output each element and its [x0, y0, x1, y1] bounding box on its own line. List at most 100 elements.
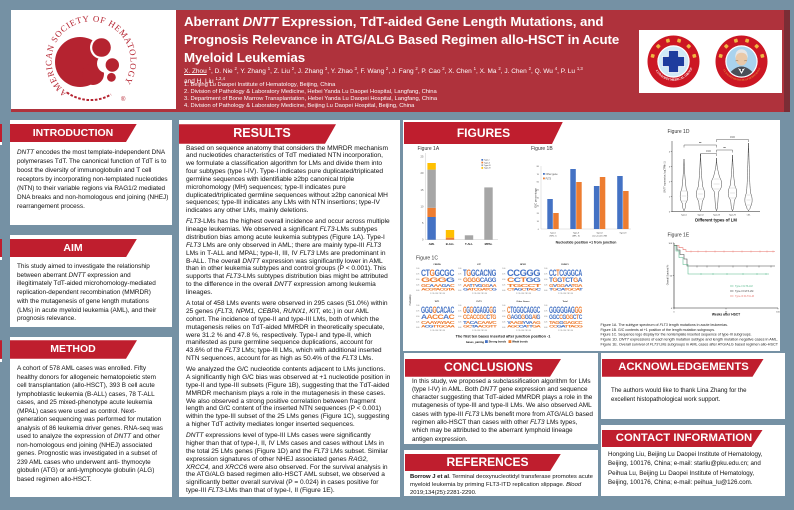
- svg-text:0.50: 0.50: [502, 279, 505, 281]
- svg-text:GGGGGAGGG: GGGGGAGGG: [549, 305, 582, 316]
- svg-text:Type-III: Type-III: [484, 165, 491, 167]
- svg-text:GCAAAGAC: GCAAAGAC: [421, 283, 456, 288]
- svg-text:CCGGG: CCGGG: [507, 268, 540, 279]
- svg-text:0.25: 0.25: [544, 285, 547, 287]
- svg-text:RUNX1: RUNX1: [561, 264, 569, 266]
- svg-text:70: 70: [537, 174, 540, 176]
- svg-text:1 2 3 4 5 6 7 8 9 10: 1 2 3 4 5 6 7 8 9 10: [558, 293, 573, 295]
- svg-text:0: 0: [538, 229, 540, 231]
- svg-text:1 2 3 4 5 6 7 8 9 10: 1 2 3 4 5 6 7 8 9 10: [558, 330, 573, 332]
- svg-text:CCACCGCCTG: CCACCGCCTG: [463, 314, 496, 321]
- svg-text:Probability: Probability: [409, 294, 412, 306]
- svg-text:0.50: 0.50: [458, 279, 461, 281]
- svg-text:0.25: 0.25: [502, 322, 505, 324]
- svg-text:Figure 1A: Figure 1A: [418, 146, 440, 152]
- svg-text:Weak bonds: Weak bonds: [512, 340, 528, 344]
- svg-text:FLT3: FLT3: [546, 177, 552, 180]
- svg-text:1.00: 1.00: [502, 305, 505, 307]
- svg-text:**: **: [699, 141, 702, 145]
- svg-text:Type-II: Type-II: [484, 162, 491, 164]
- svg-text:Figure 1E: Figure 1E: [668, 233, 690, 239]
- svg-text:0.50: 0.50: [416, 316, 419, 318]
- svg-text:1.00: 1.00: [502, 268, 505, 270]
- svg-text:Type-II: Type-II: [697, 215, 704, 217]
- svg-text:50: 50: [670, 275, 673, 277]
- svg-text:1 2 3 4 5 6 7 8 9 10: 1 2 3 4 5 6 7 8 9 10: [472, 330, 487, 332]
- svg-text:Figure 1D: Figure 1D: [668, 129, 690, 135]
- svg-text:0.00: 0.00: [416, 327, 419, 329]
- svg-text:(MH+ I): (MH+ I): [550, 236, 557, 238]
- svg-text:G/C percentage: G/C percentage: [534, 188, 538, 208]
- svg-text:Figure 1D. DNTT expressions of: Figure 1D. DNTT expressions of each leng…: [601, 337, 779, 342]
- svg-text:KIT: KIT: [477, 264, 481, 266]
- svg-text:5: 5: [422, 221, 424, 225]
- svg-text:1.00: 1.00: [458, 268, 461, 270]
- svg-text:0.50: 0.50: [458, 316, 461, 318]
- svg-text:Type-I: Type-I: [550, 233, 556, 235]
- svg-text:****: ****: [706, 150, 712, 154]
- svg-text:1.00: 1.00: [416, 305, 419, 307]
- svg-text:GGGGCAGG: GGGGCAGG: [463, 277, 497, 284]
- svg-text:CAAYAYIAC: CAAYAYIAC: [421, 320, 456, 325]
- svg-text:1: 1: [669, 196, 671, 198]
- svg-text:1 2 3 4 5 6 7 8 9 10: 1 2 3 4 5 6 7 8 9 10: [516, 330, 531, 332]
- svg-text:0.75: 0.75: [544, 274, 547, 276]
- svg-text:The first ten bases inserted a: The first ten bases inserted after junct…: [456, 335, 551, 339]
- svg-text:Type-I FLT3-LM: Type-I FLT3-LM: [735, 285, 753, 288]
- svg-text:0.50: 0.50: [416, 279, 419, 281]
- svg-text:1 2 3 4 5 6 7 8 9 10: 1 2 3 4 5 6 7 8 9 10: [516, 293, 531, 295]
- svg-text:AATTVGGGAA: AATTVGGGAA: [463, 283, 497, 288]
- svg-text:0.25: 0.25: [416, 285, 419, 287]
- svg-text:0.50: 0.50: [544, 279, 547, 281]
- svg-text:0.25: 0.25: [416, 322, 419, 324]
- svg-text:0: 0: [673, 311, 675, 313]
- svg-text:bases_pairing: bases_pairing: [466, 340, 484, 344]
- svg-text:GAGGGGGAIG: GAGGGGGAIG: [507, 314, 540, 321]
- svg-text:Other Genes: Other Genes: [516, 300, 530, 303]
- svg-text:0.00: 0.00: [416, 290, 419, 292]
- svg-text:B-ALL: B-ALL: [446, 242, 455, 246]
- svg-text:0.00: 0.00: [458, 327, 461, 329]
- svg-text:Type-I: Type-I: [484, 160, 490, 162]
- svg-text:0.75: 0.75: [458, 311, 461, 313]
- svg-text:3: 3: [669, 166, 671, 168]
- svg-text:0.00: 0.00: [502, 290, 505, 292]
- svg-text:Weeks after HSCT: Weeks after HSCT: [712, 312, 740, 316]
- svg-text:Type-II FLT3-LM: Type-II FLT3-LM: [735, 290, 753, 293]
- svg-text:CTGGCGC: CTGGCGC: [421, 268, 454, 279]
- svg-text:0.75: 0.75: [502, 274, 505, 276]
- svg-text:2: 2: [669, 181, 671, 183]
- svg-text:Figure 1E. Overall survival of: Figure 1E. Overall survival of FLT3 LMs …: [601, 341, 779, 346]
- svg-text:Total: Total: [562, 300, 567, 303]
- svg-text:1 2 3 4 5 6 7 8 9 10: 1 2 3 4 5 6 7 8 9 10: [430, 330, 445, 332]
- svg-text:100: 100: [776, 311, 780, 313]
- svg-text:Type-II: Type-II: [596, 233, 603, 235]
- svg-text:**: **: [723, 146, 726, 150]
- svg-text:50: 50: [725, 311, 728, 313]
- svg-text:0.75: 0.75: [416, 311, 419, 313]
- svg-text:TACACAAVC: TACACAAVC: [463, 320, 498, 325]
- svg-text:0: 0: [669, 211, 671, 213]
- svg-text:CCTCGGGCA: CCTCGGGCA: [549, 268, 582, 279]
- svg-text:60: 60: [537, 182, 540, 184]
- svg-text:Figure 1C. Sequence logo displ: Figure 1C. Sequence logo display for the…: [601, 332, 752, 337]
- svg-text:TGGCACNG: TGGCACNG: [463, 268, 496, 279]
- svg-text:TGGTCTGA: TGGTCTGA: [549, 277, 583, 284]
- svg-text:0.25: 0.25: [502, 285, 505, 287]
- svg-text:0.00: 0.00: [544, 290, 547, 292]
- svg-text:0.25: 0.25: [458, 285, 461, 287]
- svg-text:1.00: 1.00: [416, 268, 419, 270]
- svg-text:Type-IV: Type-IV: [484, 168, 492, 170]
- svg-text:1.00: 1.00: [458, 305, 461, 307]
- svg-text:15: 15: [421, 188, 424, 192]
- svg-text:80: 80: [537, 166, 540, 168]
- svg-text:CEBPA: CEBPA: [433, 263, 441, 266]
- svg-text:Overall Survival %: Overall Survival %: [667, 264, 670, 285]
